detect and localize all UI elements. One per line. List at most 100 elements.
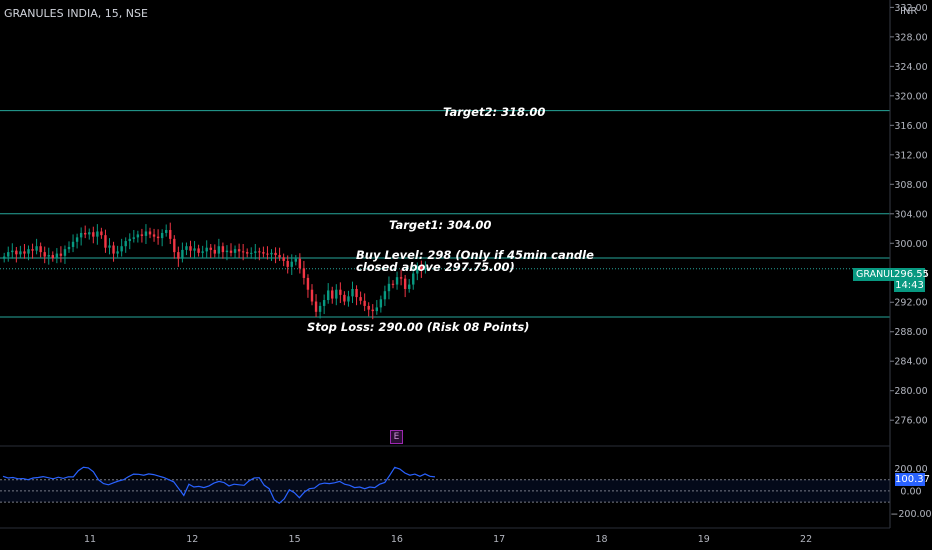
candle-body (286, 260, 289, 267)
candle-body (92, 232, 95, 237)
oscillator-line (2, 466, 436, 505)
price-tick-label: 312.00 (894, 150, 927, 161)
candle-body (282, 257, 285, 261)
candle-body (148, 231, 152, 235)
candle-body (403, 278, 407, 289)
candle-body (335, 289, 338, 299)
candle-body (3, 256, 6, 259)
candle-body (343, 294, 346, 302)
buy-level-label: Buy Level: 298 (Only if 45min candle clo… (356, 249, 594, 273)
target2-label: Target2: 318.00 (443, 105, 546, 119)
bar-countdown-tag: 14:43 (894, 279, 925, 292)
candle-body (165, 230, 168, 233)
time-tick-label: 16 (391, 534, 403, 545)
candles (3, 222, 427, 320)
candle-body (290, 261, 293, 267)
price-tick-label: 324.00 (894, 62, 927, 73)
price-tick-label: 288.00 (894, 327, 927, 338)
candle-body (408, 284, 411, 289)
oscillator-axis[interactable]: 200.00 0.00 −200.00 (890, 464, 931, 520)
candle-body (241, 251, 245, 253)
oscillator-tick-label: 200.00 (894, 464, 927, 475)
candle-body (11, 250, 14, 253)
time-tick-label: 22 (800, 534, 812, 545)
time-axis[interactable]: 11 12 15 16 17 18 19 22 (84, 534, 812, 545)
candle-body (371, 309, 374, 312)
candle-body (19, 251, 22, 255)
candle-body (144, 231, 148, 236)
candle-body (55, 253, 59, 259)
candle-body (128, 238, 131, 242)
candle-body (116, 251, 119, 254)
candle-body (88, 232, 91, 235)
candle-body (412, 273, 415, 285)
oscillator (2, 466, 436, 505)
candle-body (132, 237, 135, 239)
candle-body (395, 277, 399, 285)
candle-body (274, 252, 277, 256)
time-tick-label: 17 (493, 534, 505, 545)
candle-body (152, 234, 156, 237)
price-axis[interactable]: 276.00280.00284.00288.00292.00296.00300.… (890, 3, 928, 427)
candle-body (298, 258, 302, 269)
candle-body (67, 246, 71, 250)
time-tick-label: 15 (289, 534, 301, 545)
price-tick-label: 304.00 (894, 209, 927, 220)
candle-body (294, 258, 297, 262)
candle-body (140, 234, 144, 236)
candle-body (124, 241, 127, 247)
candle-body (347, 296, 350, 302)
candle-body (169, 230, 172, 239)
price-tick-label: 320.00 (894, 91, 927, 102)
candle-body (156, 236, 160, 239)
candle-body (359, 297, 362, 301)
candle-body (322, 300, 326, 306)
candle-body (181, 249, 184, 259)
horizontal-levels (0, 110, 890, 318)
candle-body (229, 250, 233, 253)
time-tick-label: 19 (698, 534, 710, 545)
candle-body (209, 247, 212, 250)
stop-loss-label: Stop Loss: 290.00 (Risk 08 Points) (307, 320, 530, 334)
price-tick-label: 316.00 (894, 121, 927, 132)
symbol-title[interactable]: GRANULES INDIA, 15, NSE (4, 7, 148, 20)
candle-body (306, 277, 310, 290)
candle-body (233, 249, 237, 253)
oscillator-tick-label: 0.00 (900, 486, 921, 497)
candle-body (136, 234, 140, 238)
candle-body (15, 250, 18, 255)
currency-label: INR (900, 6, 918, 17)
price-tick-label: 284.00 (894, 357, 927, 368)
candle-body (108, 245, 111, 248)
price-tick-label: 300.00 (894, 239, 927, 250)
oscillator-value-tag: 100.37 (895, 473, 930, 486)
price-tick-label: 332.00 (894, 3, 927, 14)
candle-body (205, 247, 208, 252)
candle-body (237, 249, 241, 252)
candle-body (120, 246, 123, 252)
candle-body (193, 248, 196, 251)
candle-body (399, 277, 403, 279)
candle-body (258, 251, 261, 253)
price-tick-label: 328.00 (894, 32, 927, 43)
target1-label: Target1: 304.00 (389, 218, 492, 232)
time-tick-label: 12 (186, 534, 198, 545)
candle-body (173, 238, 176, 253)
candle-body (310, 289, 314, 302)
candle-body (339, 289, 342, 295)
candle-body (367, 305, 370, 310)
candle-body (112, 245, 115, 254)
candle-body (75, 237, 79, 242)
candle-body (59, 253, 63, 256)
candle-body (177, 252, 180, 259)
candle-body (302, 268, 306, 278)
price-tick-label: 292.00 (894, 298, 927, 309)
candle-body (84, 232, 87, 235)
candle-body (79, 232, 83, 238)
earnings-event-badge[interactable]: E (390, 430, 403, 444)
candle-body (7, 252, 10, 257)
candle-body (39, 246, 42, 253)
candle-body (213, 249, 216, 254)
candle-body (225, 250, 229, 253)
